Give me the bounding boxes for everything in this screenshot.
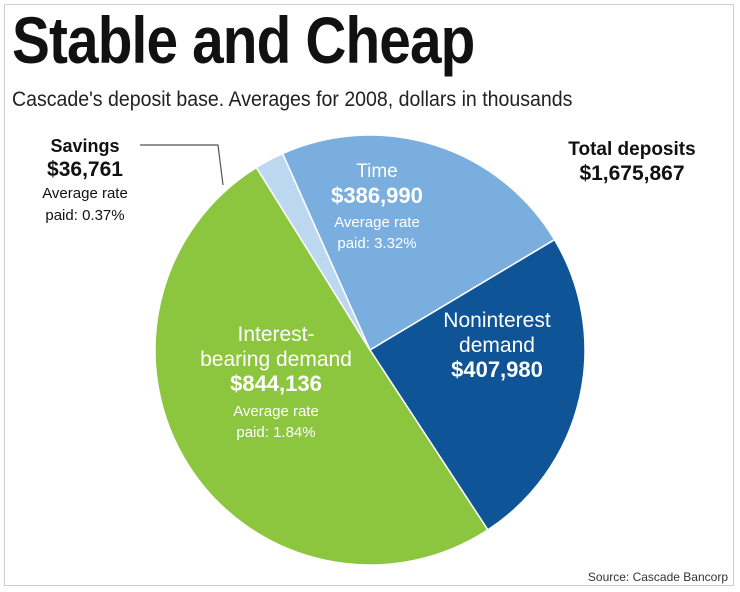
pie-slice-savings (255, 152, 371, 351)
noninterest-name-label-1: Noninterest (443, 309, 551, 332)
interest-bearing-value-label: $844,136 (230, 371, 322, 396)
savings-rate-label-2: paid: 0.37% (45, 207, 124, 224)
pie-slice-interest-bearing-demand (154, 166, 489, 566)
interest-bearing-rate-label-2: paid: 1.84% (236, 424, 315, 441)
noninterest-value-label: $407,980 (451, 357, 543, 382)
savings-name-label: Savings (50, 136, 119, 156)
pie-slice-time (281, 134, 556, 352)
savings-rate-label-1: Average rate (42, 185, 128, 202)
chart-subtitle: Cascade's deposit base. Averages for 200… (12, 88, 573, 111)
source-note: Source: Cascade Bancorp (587, 570, 728, 584)
time-name-label: Time (356, 161, 398, 182)
total-deposits-label: Total deposits (568, 139, 695, 160)
savings-leader-line (140, 144, 224, 186)
noninterest-name-label-2: demand (459, 334, 535, 357)
pie-slice-noninterest-demand (368, 238, 586, 531)
time-rate-label-2: paid: 3.32% (337, 235, 416, 252)
time-rate-label-1: Average rate (334, 214, 420, 231)
chart-title: Stable and Cheap (12, 3, 475, 77)
interest-bearing-name-label-2: bearing demand (200, 348, 352, 371)
interest-bearing-rate-label-1: Average rate (233, 403, 319, 420)
savings-value-label: $36,761 (47, 158, 123, 181)
total-deposits-value: $1,675,867 (579, 162, 684, 185)
interest-bearing-name-label-1: Interest- (237, 323, 314, 346)
time-value-label: $386,990 (331, 183, 423, 208)
